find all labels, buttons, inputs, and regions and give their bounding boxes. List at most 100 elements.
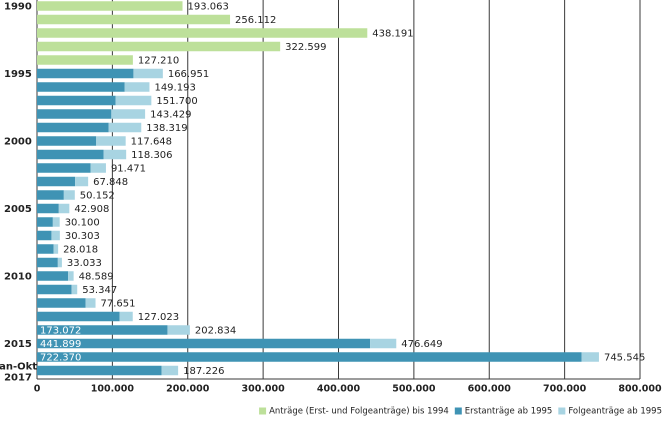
total-label: 118.306 — [131, 150, 172, 161]
total-label: 202.834 — [195, 326, 236, 337]
x-tick-label: 0 — [34, 384, 41, 395]
bar-segment — [51, 230, 60, 241]
total-label: 117.648 — [131, 137, 172, 148]
bar-segment — [37, 136, 97, 146]
total-label: 48.589 — [79, 272, 114, 283]
total-label: 42.908 — [74, 204, 109, 215]
bar-segment — [103, 149, 127, 160]
segment-label: 722.370 — [40, 353, 81, 364]
bar-segment — [37, 352, 582, 362]
total-label: 193.063 — [188, 2, 229, 13]
bar-segment — [37, 203, 59, 214]
bar-segment — [37, 325, 168, 335]
bar-segment — [370, 338, 397, 349]
total-label: 149.193 — [154, 83, 195, 94]
y-tick-label: 2000 — [4, 137, 32, 148]
y-tick-label: 2010 — [4, 272, 32, 283]
bar-segment — [90, 163, 106, 173]
legend-label: Anträge (Erst- und Folgeanträge) bis 199… — [269, 407, 449, 417]
total-label: 91.471 — [111, 164, 146, 175]
total-label: 476.649 — [401, 339, 442, 350]
bar-segment — [37, 95, 116, 106]
bar-segment — [52, 217, 60, 227]
segment-label: 173.072 — [40, 326, 81, 337]
bar-segment — [37, 55, 133, 65]
bar-segment — [581, 352, 599, 362]
total-label: 28.018 — [63, 245, 98, 256]
total-label: 30.100 — [65, 218, 100, 229]
bar-segment — [37, 28, 368, 38]
bar-segment — [111, 109, 146, 119]
total-label: 53.347 — [82, 285, 117, 296]
x-tick-label: 600.000 — [468, 384, 512, 395]
x-tick-label: 400.000 — [317, 384, 361, 395]
bar-segment — [115, 95, 152, 106]
bar-segment — [58, 203, 70, 214]
total-label: 151.700 — [156, 96, 197, 107]
total-label: 187.226 — [183, 366, 224, 377]
bar-segment — [37, 163, 91, 173]
bar-segment — [37, 122, 109, 133]
bar-segment — [37, 365, 162, 376]
bar-segment — [57, 257, 62, 268]
legend-swatch — [454, 407, 462, 415]
total-label: 30.303 — [65, 231, 100, 242]
legend-swatch — [259, 407, 267, 415]
bar-segment — [37, 82, 125, 92]
bar-segment — [68, 271, 74, 281]
bar-segment — [37, 217, 53, 227]
bar-segment — [37, 311, 120, 322]
bar-segment — [37, 190, 64, 200]
bar-segment — [161, 365, 179, 376]
bar-segment — [37, 244, 54, 254]
legend-label: Erstanträge ab 1995 — [465, 407, 553, 417]
total-label: 256.112 — [235, 15, 276, 26]
total-label: 143.429 — [150, 110, 191, 121]
x-tick-label: 200.000 — [166, 384, 210, 395]
bar-segment — [37, 176, 76, 187]
legend-label: Folgeanträge ab 1995 — [568, 407, 662, 417]
bar-segment — [71, 284, 78, 295]
bar-segment — [37, 230, 52, 241]
bar-segment — [75, 176, 89, 187]
total-label: 322.599 — [285, 42, 326, 53]
bar-segment — [108, 122, 142, 133]
total-label: 166.951 — [168, 69, 209, 80]
bar-segment — [96, 136, 126, 146]
total-label: 50.152 — [80, 191, 115, 202]
bar-segment — [37, 41, 281, 52]
bar-segment — [37, 68, 134, 79]
y-tick-label: Jan-Okt 2017 — [0, 362, 41, 384]
bar-segment — [37, 257, 58, 268]
bar-segment — [119, 311, 133, 322]
bar-segment — [167, 325, 190, 335]
segment-label: 441.899 — [40, 339, 81, 350]
x-tick-label: 100.000 — [91, 384, 135, 395]
total-label: 77.651 — [101, 299, 136, 310]
bar-segment — [37, 338, 371, 349]
total-label: 438.191 — [372, 29, 413, 40]
y-tick-label: 2005 — [4, 204, 32, 215]
bar-segment — [37, 109, 112, 119]
bar-segment — [85, 298, 96, 308]
bar-segment — [37, 284, 72, 295]
total-label: 33.033 — [67, 258, 102, 269]
x-tick-label: 700.000 — [543, 384, 587, 395]
bar-segment — [63, 190, 75, 200]
bar-segment — [53, 244, 59, 254]
y-tick-label: 1990 — [4, 2, 32, 13]
bar-segment — [37, 1, 183, 11]
bar-segment — [37, 298, 86, 308]
x-tick-label: 500.000 — [392, 384, 436, 395]
total-label: 127.023 — [138, 312, 179, 323]
bar-segment — [124, 82, 150, 92]
bar-segment — [37, 271, 69, 281]
bar-segment — [133, 68, 163, 79]
total-label: 745.545 — [604, 353, 645, 364]
bar-segment — [37, 149, 104, 160]
y-tick-label: 2015 — [4, 339, 32, 350]
x-tick-label: 800.000 — [618, 384, 662, 395]
legend-swatch — [558, 407, 566, 415]
legend: Anträge (Erst- und Folgeanträge) bis 199… — [259, 407, 662, 417]
